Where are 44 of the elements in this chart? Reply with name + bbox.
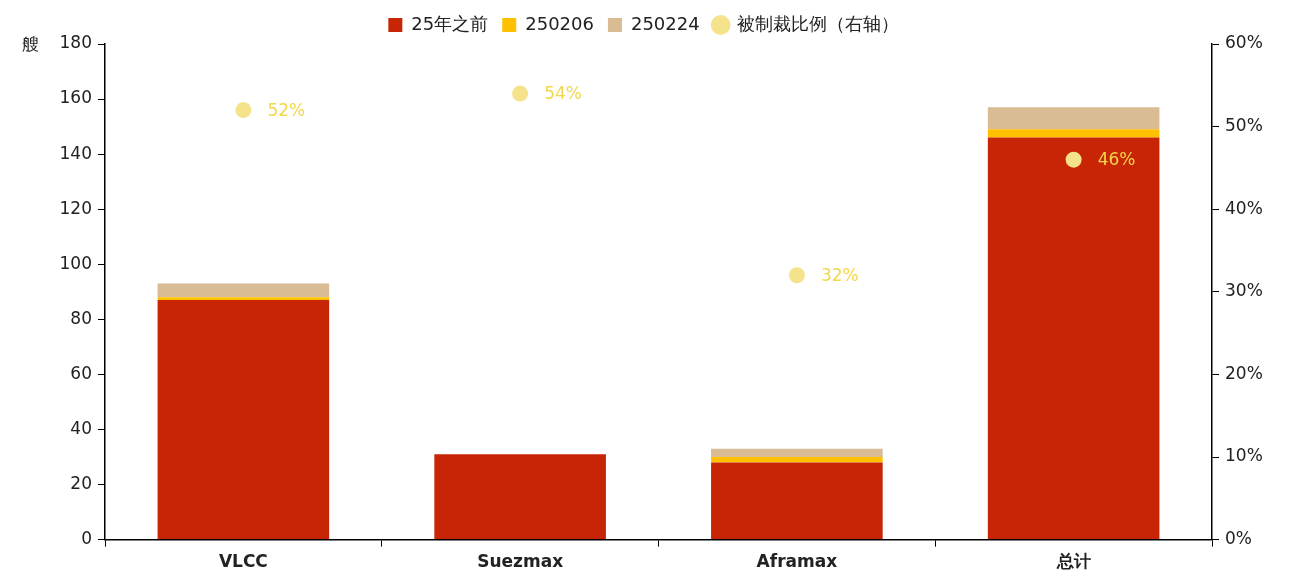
point (1065, 151, 1082, 168)
x-tick-label: 总计 (1055, 551, 1091, 572)
y-tick-label: 60 (70, 362, 92, 383)
y-axis-title: 艘 (21, 34, 39, 55)
bar (157, 297, 330, 301)
x-tick-label: Suezmax (477, 551, 564, 572)
bar (157, 300, 330, 540)
data-label: 32% (820, 264, 859, 285)
bar (987, 137, 1160, 540)
y-tick-label: 20 (70, 472, 92, 493)
y2-tick-label: 10% (1225, 445, 1263, 466)
y-tick-label: 180 (59, 32, 92, 53)
bar (434, 454, 606, 540)
y2-tick-label: 0% (1225, 528, 1252, 549)
bar (987, 107, 1160, 130)
legend-label: 被制裁比例（右轴） (736, 12, 899, 34)
y-tick-label: 120 (59, 197, 92, 218)
y-tick-label: 160 (59, 87, 92, 108)
y-tick-label: 40 (70, 417, 92, 438)
legend-label: 250206 (525, 12, 594, 34)
y-tick-label: 100 (59, 252, 92, 273)
y-tick-label: 80 (70, 307, 92, 328)
legend-label: 25年之前 (411, 12, 489, 34)
bar (711, 448, 883, 457)
x-tick-label: Aframax (756, 551, 838, 572)
bar (987, 129, 1160, 138)
point (788, 267, 805, 284)
bar (711, 457, 883, 463)
data-label: 46% (1097, 149, 1136, 170)
x-tick-label: VLCC (218, 551, 268, 572)
point (235, 102, 252, 119)
y2-tick-label: 60% (1225, 32, 1263, 53)
y2-tick-label: 50% (1225, 115, 1263, 136)
y2-tick-label: 20% (1225, 362, 1263, 383)
bar (711, 462, 883, 540)
data-label: 54% (544, 82, 582, 103)
y-tick-label: 0 (81, 528, 92, 549)
data-label: 52% (267, 99, 306, 120)
y-tick-label: 140 (59, 142, 92, 163)
y2-tick-label: 30% (1225, 280, 1263, 301)
point (512, 85, 529, 102)
legend-label: 250224 (630, 12, 700, 34)
bar (157, 283, 330, 298)
y2-tick-label: 40% (1225, 197, 1263, 218)
